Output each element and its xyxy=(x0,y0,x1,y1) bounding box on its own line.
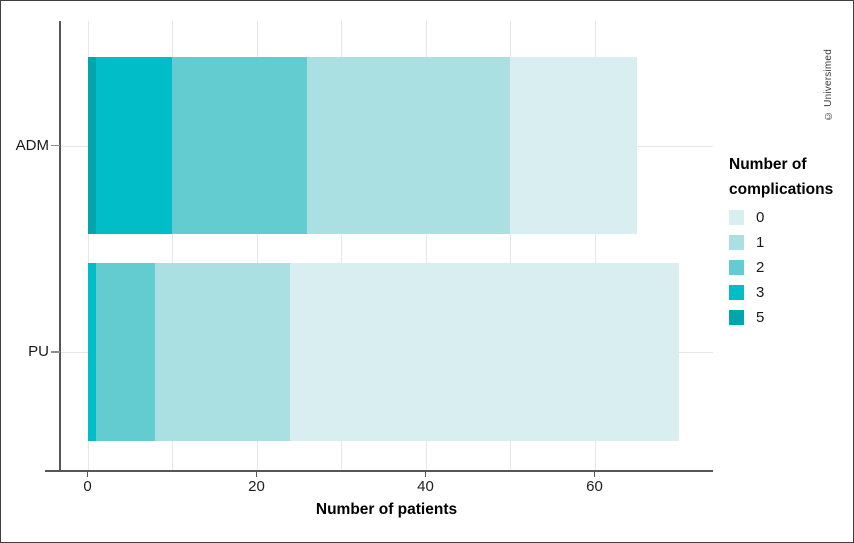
x-tick-label: 0 xyxy=(83,478,92,495)
x-axis-tick xyxy=(424,472,427,477)
bar-segment-complications-3 xyxy=(87,263,96,441)
y-category-label-pu: PU xyxy=(28,343,49,360)
gridline-vertical xyxy=(510,21,511,471)
legend-item-2: 2 xyxy=(729,255,849,280)
legend-swatch-1 xyxy=(729,235,744,250)
legend-items: 0 1 2 3 5 xyxy=(729,205,849,330)
y-axis-tick xyxy=(51,351,60,353)
x-tick-label: 40 xyxy=(417,478,434,495)
bar-segment-complications-5 xyxy=(87,57,96,234)
gridline-vertical xyxy=(256,21,258,471)
gridline-vertical xyxy=(87,21,89,471)
legend-item-0: 0 xyxy=(729,205,849,230)
legend-swatch-2 xyxy=(729,260,744,275)
legend-label: 1 xyxy=(756,234,765,251)
bar-segment-complications-0 xyxy=(510,57,637,234)
gridline-vertical xyxy=(172,21,173,471)
plot-area xyxy=(60,21,713,471)
legend-label: 3 xyxy=(756,284,765,301)
x-axis-title: Number of patients xyxy=(315,501,458,518)
legend-title: Number of complications xyxy=(729,156,834,198)
legend-swatch-0 xyxy=(729,210,744,225)
legend-swatch-3 xyxy=(729,285,744,300)
y-axis-tick xyxy=(51,144,60,147)
x-axis-tick xyxy=(255,472,258,477)
x-axis-tick xyxy=(86,472,89,477)
x-tick-label: 20 xyxy=(248,478,265,495)
legend: Number of complications 0 1 2 3 5 xyxy=(729,152,849,330)
bar-segment-complications-0 xyxy=(290,263,679,441)
copyright-text: © Universimed xyxy=(823,49,834,121)
legend-swatch-5 xyxy=(729,310,744,325)
bar-segment-complications-2 xyxy=(172,57,308,234)
x-tick-label: 60 xyxy=(586,478,603,495)
x-axis-tick xyxy=(593,472,596,477)
legend-label: 2 xyxy=(756,259,765,276)
gridline-vertical xyxy=(425,21,427,471)
legend-item-5: 5 xyxy=(729,305,849,330)
y-axis-line xyxy=(59,21,61,472)
bar-segment-complications-2 xyxy=(95,263,156,441)
bar-segment-complications-3 xyxy=(95,57,172,234)
legend-label: 5 xyxy=(756,309,765,326)
bar-row-pu xyxy=(60,263,713,441)
y-category-label-adm: ADM xyxy=(15,136,49,154)
bar-segment-complications-1 xyxy=(155,263,291,441)
legend-label: 0 xyxy=(756,209,765,226)
legend-item-1: 1 xyxy=(729,230,849,255)
bar-segment-complications-1 xyxy=(307,57,510,234)
legend-item-3: 3 xyxy=(729,280,849,305)
gridline-vertical xyxy=(594,21,596,471)
bar-row-adm xyxy=(60,57,713,234)
gridline-vertical xyxy=(341,21,342,471)
x-axis-line xyxy=(45,470,713,472)
